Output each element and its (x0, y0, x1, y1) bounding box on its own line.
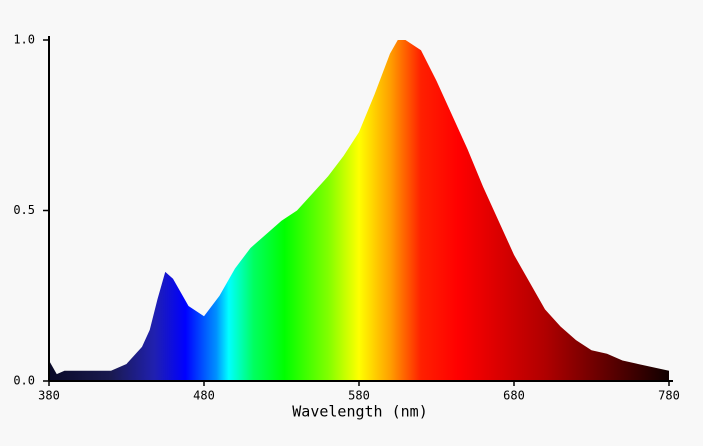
x-axis-title: Wavelength (nm) (292, 403, 427, 421)
x-tick-label: 780 (658, 389, 680, 403)
x-tick-label: 480 (193, 389, 215, 403)
y-tick-label: 0.0 (13, 374, 35, 388)
y-tick-label: 0.5 (13, 203, 35, 217)
spectrum-area (49, 40, 669, 381)
x-tick-label: 580 (348, 389, 370, 403)
x-tick-label: 680 (503, 389, 525, 403)
y-tick-label: 1.0 (13, 33, 35, 47)
x-tick-label: 380 (38, 389, 60, 403)
